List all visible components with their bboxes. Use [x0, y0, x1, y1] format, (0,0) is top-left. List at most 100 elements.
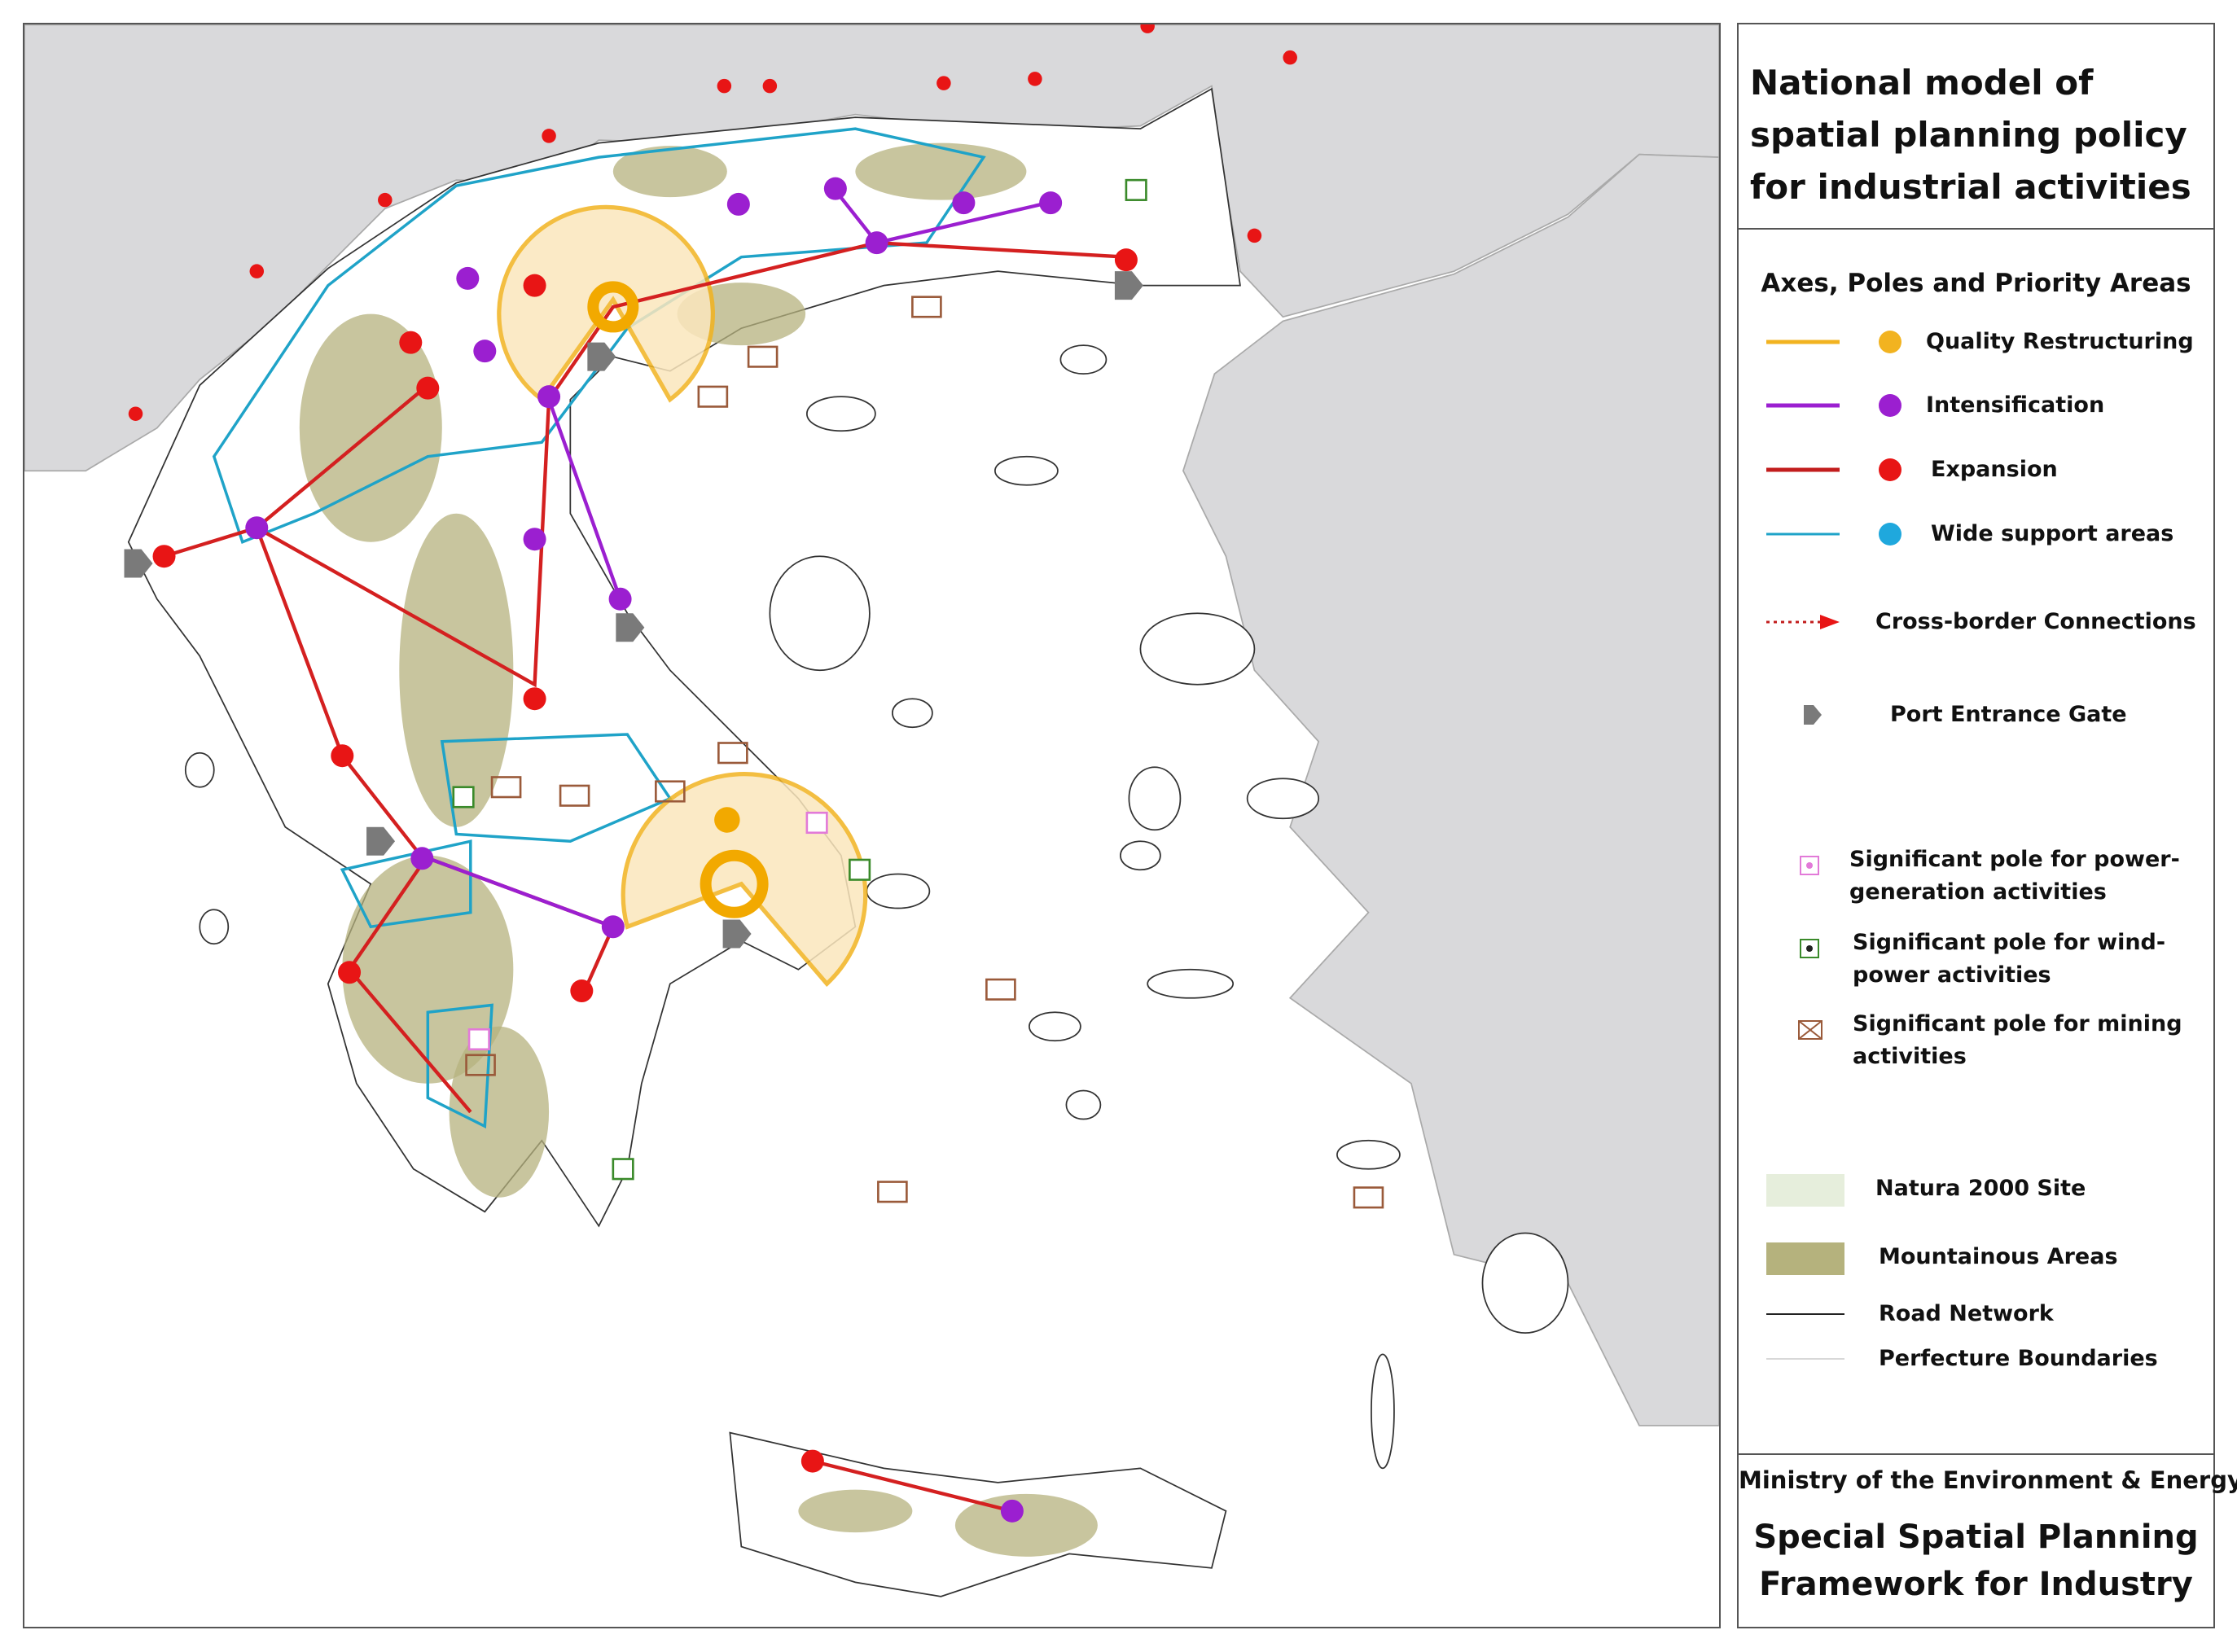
- expansion-pole: [570, 979, 594, 1003]
- legend-icon: [1798, 1020, 1822, 1040]
- legend-dot: [1806, 945, 1813, 952]
- legend-pole: [1879, 331, 1901, 353]
- port-gate: [366, 826, 396, 856]
- mountain-area: [299, 313, 442, 542]
- axis-line: [163, 240, 1127, 1513]
- expansion-pole: [331, 744, 354, 768]
- legend-icon: [1766, 1242, 1844, 1275]
- wind-pole: [452, 786, 475, 808]
- legend-panel: National model of spatial planning polic…: [1737, 23, 2237, 1628]
- expansion-pole: [523, 687, 546, 711]
- intensification-pole: [726, 192, 750, 216]
- intensification-pole: [952, 191, 976, 215]
- legend-item: Perfecture Boundaries: [1739, 1343, 2213, 1408]
- island: [199, 909, 230, 945]
- legend-item: Quality Restructuring: [1739, 326, 2213, 391]
- expansion-pole: [523, 274, 546, 297]
- intensification-pole: [537, 385, 561, 409]
- intensification-pole: [608, 587, 632, 611]
- legend-label: Intensification: [1926, 392, 2105, 418]
- island: [805, 396, 876, 432]
- map-frame: [23, 19, 1721, 1628]
- legend-label: Cross-border Connections: [1875, 609, 2196, 634]
- cross-border-arrow: [717, 78, 732, 94]
- cross-border-arrow: [378, 192, 393, 208]
- wind-pole: [612, 1158, 634, 1181]
- legend-natura: [1766, 1174, 1844, 1207]
- cross-border-arrow: [1283, 50, 1297, 65]
- mining-pole: [747, 345, 779, 368]
- legend-label: Mountainous Areas: [1879, 1244, 2118, 1269]
- power-pole: [467, 1028, 490, 1051]
- mountain-area: [954, 1493, 1098, 1557]
- intensification-pole: [823, 177, 847, 200]
- island: [1059, 344, 1108, 375]
- cross-border-arrow: [1028, 72, 1042, 86]
- legend-item: Wide support areas: [1739, 518, 2213, 583]
- mining-pole: [877, 1181, 908, 1203]
- map-title: National model of spatial planning polic…: [1739, 24, 2213, 230]
- legend-icon: [1766, 331, 1901, 353]
- island: [892, 698, 933, 729]
- intensification-pole: [865, 231, 888, 255]
- quality-pole: [587, 281, 639, 333]
- island: [1147, 968, 1235, 999]
- legend-item: Expansion: [1739, 454, 2213, 519]
- port-gate: [1114, 271, 1143, 300]
- expansion-pole: [1114, 248, 1138, 272]
- legend-icon: [1800, 856, 1819, 875]
- legend-icon: [1766, 458, 1901, 481]
- legend-pole: [1879, 458, 1901, 481]
- legend-label: Wide support areas: [1931, 521, 2174, 546]
- legend-gate: [1804, 705, 1822, 725]
- legend-item: Road Network: [1739, 1298, 2213, 1363]
- legend-dot: [1806, 862, 1813, 869]
- neighbour-land: [24, 24, 1720, 472]
- island: [1481, 1232, 1569, 1334]
- axis-line: [419, 187, 1049, 929]
- legend-label: Perfecture Boundaries: [1879, 1346, 2158, 1371]
- mountain-area: [855, 142, 1027, 200]
- mining-pole: [985, 978, 1016, 1001]
- intensification-pole: [456, 266, 480, 290]
- cross-border-arrow: [128, 406, 143, 421]
- framework: Special Spatial Planning Framework for I…: [1753, 1518, 2199, 1603]
- expansion-pole: [338, 961, 362, 984]
- legend-item: Significant pole for power-generation ac…: [1739, 847, 2213, 914]
- legend-icon: [1766, 1358, 1844, 1360]
- mining-pole: [1353, 1186, 1384, 1209]
- island: [1128, 766, 1182, 831]
- island: [1139, 612, 1256, 686]
- legend-icon: [1804, 705, 1822, 725]
- expansion-pole: [399, 331, 423, 354]
- mountain-area: [612, 146, 727, 198]
- intensification-pole: [601, 915, 625, 939]
- legend-label: Significant pole for mining activities: [1853, 1011, 2182, 1069]
- island: [1029, 1011, 1081, 1042]
- island: [1065, 1089, 1102, 1120]
- legend-label: Port Entrance Gate: [1890, 702, 2127, 727]
- mining-pole: [697, 385, 729, 408]
- legend-item: Intensification: [1739, 389, 2213, 454]
- intensification-pole: [473, 340, 497, 363]
- port-gate: [616, 613, 645, 642]
- legend-icon: [1766, 1174, 1844, 1207]
- mining-pole: [717, 742, 748, 765]
- cross-border-arrow: [542, 129, 556, 143]
- quality-pole: [700, 849, 769, 918]
- mining-pole: [911, 296, 942, 318]
- legend-mountain: [1766, 1242, 1844, 1275]
- mountain-area: [399, 513, 514, 827]
- legend-label: Quality Restructuring: [1926, 329, 2194, 354]
- mining-pole: [655, 780, 686, 803]
- mining-pole: [559, 784, 590, 807]
- legend-item: Significant pole for mining activities: [1739, 1011, 2213, 1078]
- cross-border-arrow: [249, 264, 265, 278]
- island: [994, 455, 1059, 486]
- island: [866, 873, 931, 909]
- quality-area: [497, 204, 868, 988]
- island: [184, 752, 215, 788]
- legend-label: Natura 2000 Site: [1875, 1176, 2086, 1201]
- island: [1246, 778, 1320, 820]
